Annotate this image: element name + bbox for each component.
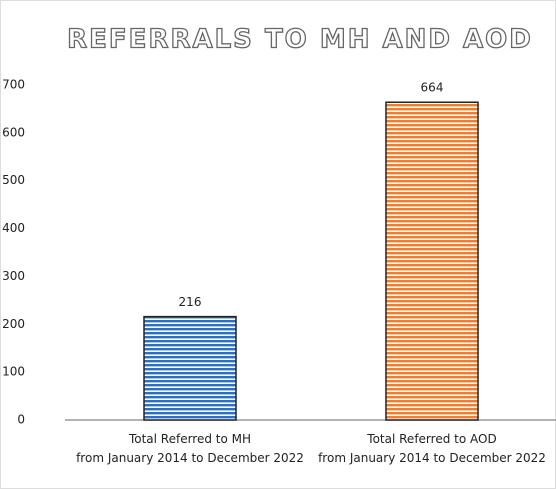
y-tick-label: 700: [2, 78, 25, 92]
y-tick-label: 100: [2, 365, 25, 379]
y-tick-label: 500: [2, 173, 25, 187]
y-tick-label: 300: [2, 269, 25, 283]
bar: [143, 315, 237, 421]
chart-title: REFERRALS TO MH AND AOD: [67, 25, 533, 55]
y-tick-label: 200: [2, 317, 25, 331]
data-label: 664: [421, 81, 444, 95]
data-label: 216: [179, 295, 202, 309]
y-tick-label: 600: [2, 125, 25, 139]
y-tick-label: 400: [2, 221, 25, 235]
y-tick-label: 0: [17, 413, 25, 427]
bar: [385, 101, 479, 421]
x-tick-label: Total Referred to MH from January 2014 t…: [76, 432, 304, 465]
x-tick-label: Total Referred to AOD from January 2014 …: [318, 432, 546, 465]
